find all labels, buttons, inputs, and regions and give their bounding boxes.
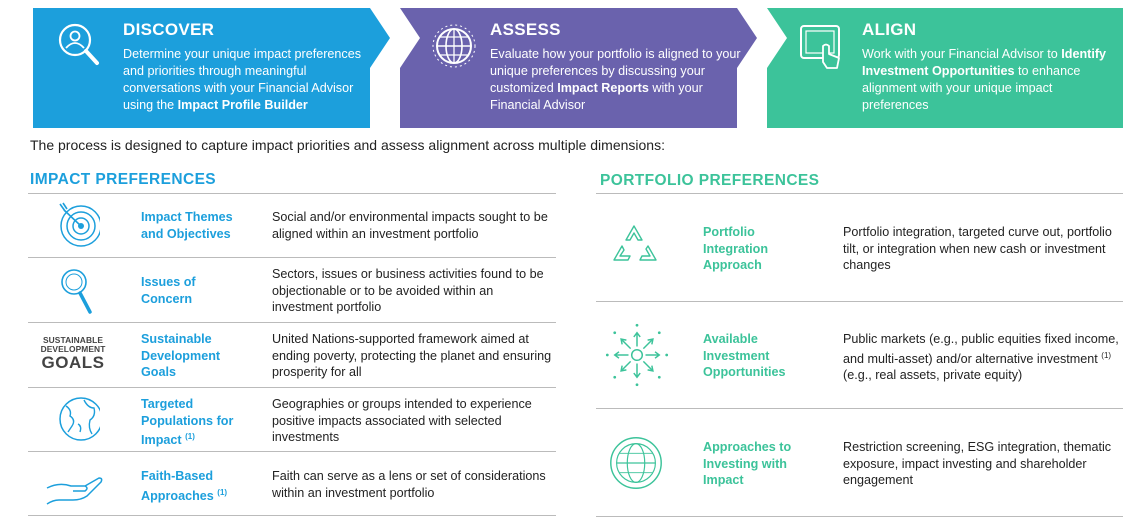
- discover-step: DISCOVER Determine your unique impact pr…: [33, 8, 390, 128]
- impact-row-faith: Faith-Based Approaches (1) Faith can ser…: [28, 452, 556, 516]
- targeted-populations-text: Geographies or groups intended to experi…: [272, 397, 532, 444]
- recycle-arrows-icon: [613, 225, 657, 261]
- impact-title-rule: [28, 193, 556, 194]
- process-banner: DISCOVER Determine your unique impact pr…: [33, 8, 1123, 128]
- portfolio-integration-text: Portfolio integration, targeted curve ou…: [843, 225, 1112, 272]
- impact-row-populations: Targeted Populations for Impact (1) Geog…: [28, 388, 556, 452]
- issues-of-concern-text: Sectors, issues or business activities f…: [272, 267, 544, 314]
- portfolio-row-integration: Portfolio Integration Approach Portfolio…: [596, 194, 1123, 302]
- align-step: ALIGN Work with your Financial Advisor t…: [767, 8, 1123, 128]
- sdg-label: Sustainable Development Goals: [141, 332, 221, 379]
- discover-title: DISCOVER: [123, 20, 215, 39]
- portfolio-integration-label: Portfolio Integration Approach: [703, 225, 769, 272]
- person-search-icon: [58, 23, 99, 65]
- portfolio-title-rule: [596, 193, 1123, 194]
- assess-step: ASSESS Evaluate how your portfolio is al…: [400, 8, 757, 128]
- globe-ring-icon: [610, 437, 662, 489]
- impact-preferences-title: IMPACT PREFERENCES: [30, 171, 217, 188]
- impact-themes-label: Impact Themes and Objectives: [141, 210, 233, 241]
- faith-based-label: Faith-Based Approaches (1): [141, 469, 228, 503]
- portfolio-preferences-title: PORTFOLIO PREFERENCES: [600, 172, 820, 189]
- available-opportunities-text: Public markets (e.g., public equities fi…: [843, 332, 1119, 383]
- align-title: ALIGN: [862, 20, 917, 39]
- assess-description: Evaluate how your portfolio is aligned t…: [490, 47, 741, 112]
- sdg-logo: SUSTAINABLE DEVELOPMENT GOALS: [40, 335, 106, 372]
- impact-row-themes: Impact Themes and Objectives Social and/…: [28, 194, 556, 258]
- portfolio-row-opportunities: Available Investment Opportunities Publi…: [596, 302, 1123, 409]
- earth-icon: [59, 397, 100, 441]
- approaches-investing-label: Approaches to Investing with Impact: [703, 440, 792, 487]
- assess-title: ASSESS: [490, 20, 561, 39]
- open-hand-icon: [46, 477, 103, 505]
- tablet-touch-icon: [800, 25, 840, 69]
- sdg-text: United Nations-supported framework aimed…: [272, 332, 552, 379]
- intro-text: The process is designed to capture impac…: [30, 137, 665, 153]
- impact-themes-text: Social and/or environmental impacts soug…: [272, 210, 548, 241]
- impact-row-issues: Issues of Concern Sectors, issues or bus…: [28, 258, 556, 323]
- magnifier-icon: [61, 269, 92, 314]
- portfolio-row-approaches: Approaches to Investing with Impact Rest…: [596, 409, 1123, 517]
- targeted-populations-label: Targeted Populations for Impact (1): [141, 397, 234, 448]
- align-description: Work with your Financial Advisor to Iden…: [862, 47, 1107, 112]
- radiating-arrows-icon: [605, 323, 669, 387]
- discover-description: Determine your unique impact preferences…: [123, 47, 362, 112]
- issues-of-concern-label: Issues of Concern: [141, 275, 196, 306]
- globe-icon: [432, 24, 476, 68]
- approaches-investing-text: Restriction screening, ESG integration, …: [843, 440, 1112, 487]
- faith-based-text: Faith can serve as a lens or set of cons…: [272, 469, 546, 500]
- available-opportunities-label: Available Investment Opportunities: [703, 332, 786, 379]
- target-icon: [59, 202, 100, 247]
- impact-row-sdg: SUSTAINABLE DEVELOPMENT GOALS Sustainabl…: [28, 323, 556, 388]
